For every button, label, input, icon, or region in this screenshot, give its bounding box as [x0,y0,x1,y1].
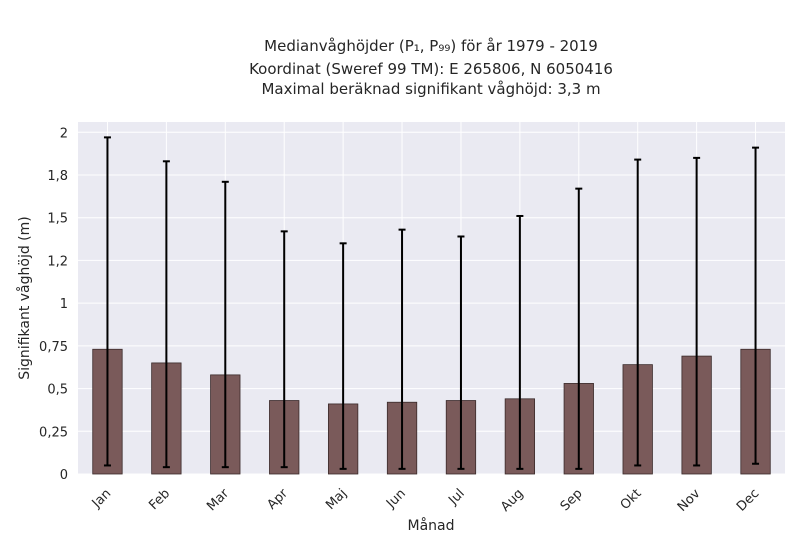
error-bar-jul [457,235,465,470]
error-bar-mar [221,180,229,469]
error-bar-okt [634,158,642,467]
x-tick-label: Nov [675,486,704,515]
error-bar-jun [398,228,406,470]
error-bars [103,136,760,470]
error-bar-apr [280,230,288,469]
error-bar-jan [103,136,111,467]
x-tick-label: Mar [204,486,232,514]
x-tick-label: Okt [618,486,645,513]
y-tick-label: 1,5 [47,212,68,227]
error-bar-feb [162,160,170,469]
x-tick-label: Aug [498,486,527,515]
x-axis-label: Månad [408,517,455,534]
y-tick-label: 1,8 [47,169,68,184]
x-tick-labels: Jan Feb Mar Apr Maj Jun Jul Aug Sep Okt Nov Dec [89,486,763,515]
plot-background [78,122,785,474]
y-tick-label: 2 [60,126,68,141]
x-tick-label: Jan [89,486,114,511]
y-axis-label: Signifikant våghöjd (m) [16,216,33,379]
x-tick-label: Sep [558,486,586,514]
y-tick-label: 1 [60,297,68,312]
x-tick-label: Apr [265,486,292,513]
y-tick-label: 0,75 [39,340,68,355]
y-tick-label: 1,2 [47,254,68,269]
y-tick-label: 0,25 [39,425,68,440]
x-tick-label: Dec [734,486,762,514]
y-tick-labels: 0 0,25 0,5 0,75 1 1,2 1,5 1,8 2 [39,126,68,483]
error-bar-nov [693,156,701,467]
chart-title-line-2: Koordinat (Sweref 99 TM): E 265806, N 60… [249,60,613,78]
x-tick-label: Jun [383,486,409,512]
x-tick-label: Jul [445,486,467,508]
error-bar-aug [516,214,524,470]
error-bar-dec [752,146,760,465]
x-tick-label: Maj [323,486,350,513]
error-bar-maj [339,242,347,470]
chart-title-line-3: Maximal beräknad signifikant våghöjd: 3,… [261,80,600,98]
y-tick-label: 0 [60,468,68,483]
error-bar-sep [575,187,583,470]
y-tick-label: 0,5 [47,383,68,398]
chart-title-line-1: Medianvåghöjder (P₁, P₉₉) för år 1979 - … [264,37,598,55]
x-tick-label: Feb [146,486,173,513]
